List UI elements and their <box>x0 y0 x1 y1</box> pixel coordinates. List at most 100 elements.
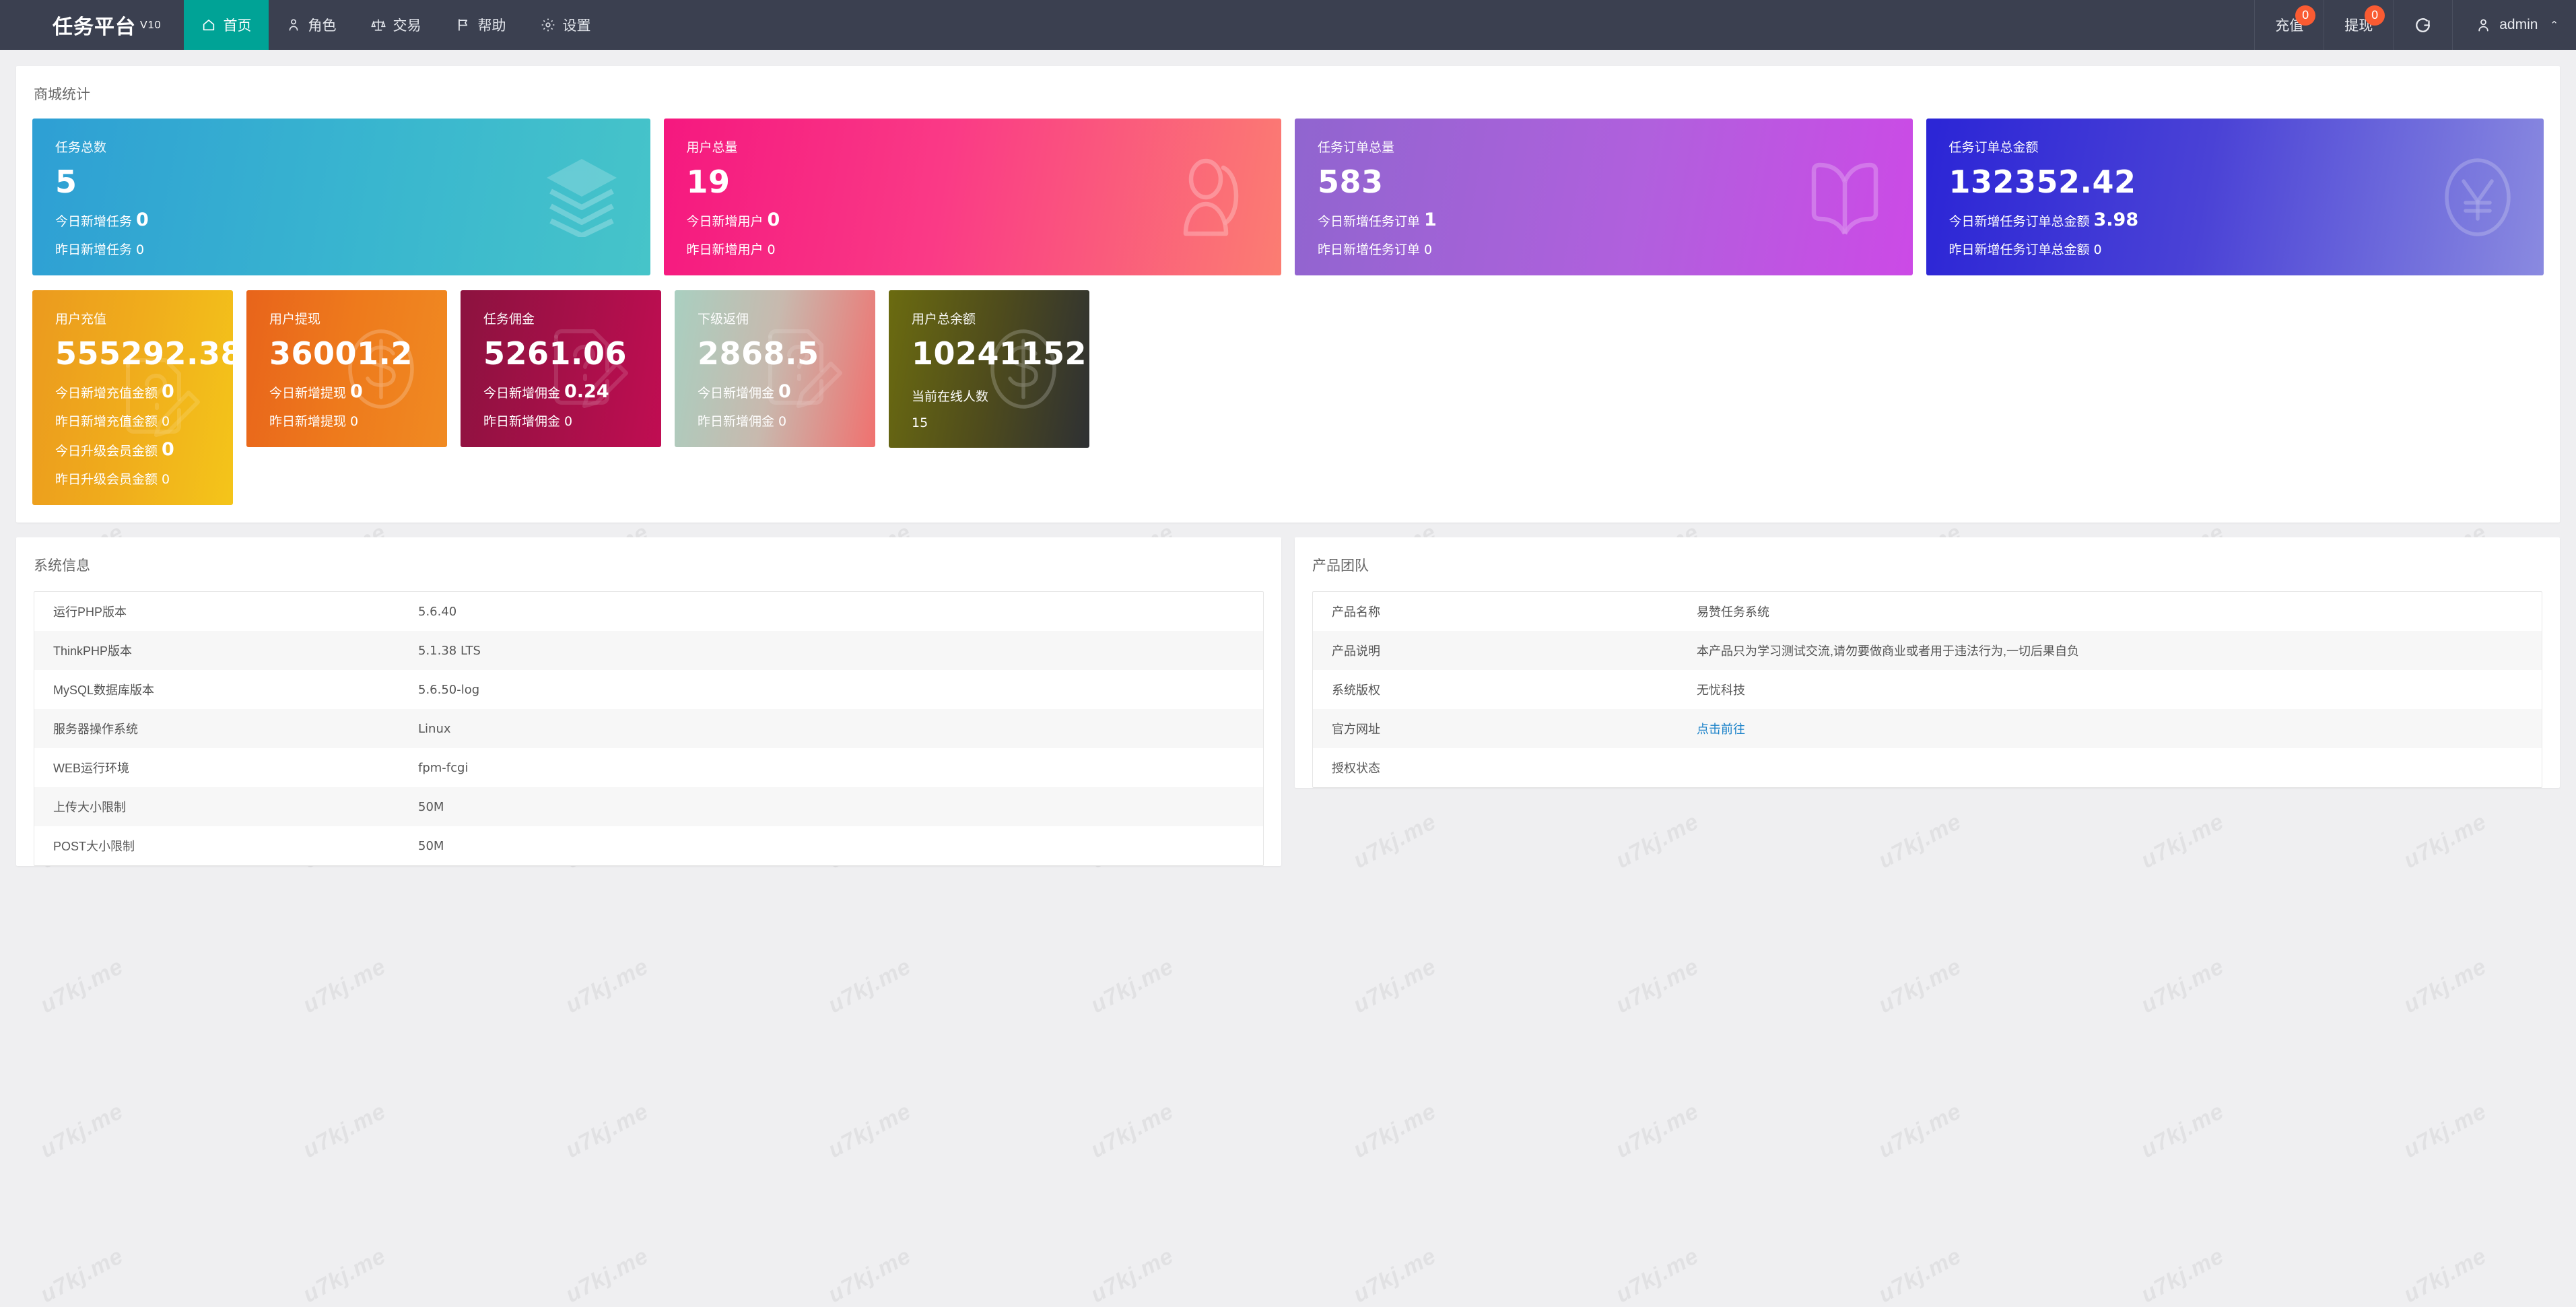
table-cell-value: 5.1.38 LTS <box>418 643 481 658</box>
person-icon <box>1176 158 1250 236</box>
stat-sub-value: 1 <box>1424 209 1437 230</box>
stat-card-sub: 今日新增佣金 0.24 <box>483 381 638 402</box>
withdraw-button[interactable]: 提现 0 <box>2324 0 2393 50</box>
table-row: 官方网址 点击前往 <box>1313 709 2542 748</box>
stat-card-sub: 昨日新增用户 0 <box>687 240 1259 258</box>
stat-card-下级返佣[interactable]: 下级返佣 2868.5 今日新增佣金 0 昨日新增佣金 0 <box>675 290 875 447</box>
product-team-table: 产品名称 易赞任务系统 产品说明 本产品只为学习测试交流,请勿要做商业或者用于违法行为… <box>1312 591 2542 788</box>
stat-card-sub: 今日升级会员金额 0 <box>55 439 210 460</box>
table-row: 系统版权 无忧科技 <box>1313 670 2542 709</box>
watermark-text: u7kj.me <box>561 1098 653 1164</box>
stat-card-用户总量[interactable]: 用户总量 19 今日新增用户 0 昨日新增用户 0 <box>663 119 1281 275</box>
watermark-text: u7kj.me <box>1874 953 1966 1019</box>
stat-sub-label: 今日新增充值金额 <box>55 387 158 401</box>
product-team-column: 产品团队 产品名称 易赞任务系统 产品说明 本产品只为学习测试交流,请勿要做商业或者用… <box>1295 537 2560 805</box>
stat-sub-label: 今日新增任务 <box>55 215 133 229</box>
watermark-text: u7kj.me <box>36 1242 128 1307</box>
system-info-table: 运行PHP版本 5.6.40 ThinkPHP版本 5.1.38 LTS MySQL数据… <box>34 591 1264 866</box>
nav-item-首页[interactable]: 首页 <box>184 0 269 50</box>
watermark-text: u7kj.me <box>1086 953 1178 1019</box>
stat-card-title: 任务总数 <box>55 141 107 155</box>
stat-card-value: 5261.06 <box>483 335 628 372</box>
stat-sub-value: 3.98 <box>2093 209 2139 230</box>
stat-sub-value: 0 <box>136 209 149 230</box>
table-row: 上传大小限制 50M <box>34 787 1263 826</box>
watermark-text: u7kj.me <box>2136 1098 2229 1164</box>
gear-icon <box>541 18 555 32</box>
nav-item-帮助[interactable]: 帮助 <box>438 0 523 50</box>
nav-item-交易[interactable]: 交易 <box>353 0 438 50</box>
stat-sub-label: 今日新增佣金 <box>483 387 561 401</box>
stat-card-sub: 今日新增佣金 0 <box>698 381 852 402</box>
recharge-badge: 0 <box>2295 5 2316 26</box>
watermark-text: u7kj.me <box>1611 1242 1703 1307</box>
stat-card-title: 任务订单总量 <box>1318 141 1395 155</box>
table-cell-value[interactable]: 点击前往 <box>1697 723 1745 736</box>
watermark-text: u7kj.me <box>1349 1242 1441 1307</box>
stat-card-任务总数[interactable]: 任务总数 5 今日新增任务 0 昨日新增任务 0 <box>32 119 650 275</box>
stat-card-任务订单总量[interactable]: 任务订单总量 583 今日新增任务订单 1 昨日新增任务订单 0 <box>1295 119 1913 275</box>
user-menu-button[interactable]: admin ⌃ <box>2452 0 2576 50</box>
stat-card-任务订单总金额[interactable]: 任务订单总金额 132352.42 今日新增任务订单总金额 3.98 昨日新增任务订单总… <box>1926 119 2544 275</box>
table-row: WEB运行环境 fpm-fcgi <box>34 748 1263 787</box>
stat-sub-label: 昨日新增提现 <box>269 415 347 429</box>
table-cell-key: 服务器操作系统 <box>53 723 138 736</box>
flag-icon <box>456 18 471 32</box>
watermark-text: u7kj.me <box>36 953 128 1019</box>
book-icon <box>1808 159 1882 236</box>
note-pencil-icon <box>120 356 202 440</box>
stat-sub-value: 0 <box>1424 242 1433 257</box>
stat-sub-value: 0.24 <box>564 381 609 402</box>
stat-sub-label: 昨日新增任务订单 <box>1318 243 1421 257</box>
recharge-label: 充值 <box>2275 18 2304 34</box>
watermark-text: u7kj.me <box>1611 953 1703 1019</box>
stat-card-用户充值[interactable]: 用户充值 555292.38 今日新增充值金额 0 昨日新增充值金额 0 今日升级会员金额 0… <box>32 290 233 505</box>
stat-card-用户总余额[interactable]: 用户总余额 10241152.3(26592.2) 当前在线人数 15 <box>889 290 1089 448</box>
product-team-panel: 产品团队 产品名称 易赞任务系统 产品说明 本产品只为学习测试交流,请勿要做商业或者用… <box>1295 537 2560 788</box>
table-cell-key: 运行PHP版本 <box>53 605 127 619</box>
page-content: 商城统计 任务总数 5 今日新增任务 0 昨日新增任务 0 用户总量 19 今日新增用户 0 昨日新… <box>0 50 2576 900</box>
watermark-text: u7kj.me <box>298 1242 391 1307</box>
system-info-title: 系统信息 <box>34 558 90 574</box>
table-cell-value: Linux <box>418 721 451 736</box>
stat-sub-value: 0 <box>778 414 787 429</box>
stat-card-任务佣金[interactable]: 任务佣金 5261.06 今日新增佣金 0.24 昨日新增佣金 0 <box>461 290 661 447</box>
yuan-icon <box>2443 157 2513 238</box>
watermark-text: u7kj.me <box>2399 953 2491 1019</box>
table-cell-value: 无忧科技 <box>1697 683 1745 697</box>
stat-card-title: 下级返佣 <box>698 312 749 327</box>
brand-version: V10 <box>140 20 162 31</box>
nav-item-设置[interactable]: 设置 <box>523 0 608 50</box>
table-row: ThinkPHP版本 5.1.38 LTS <box>34 631 1263 670</box>
stat-card-sub: 昨日新增充值金额 0 <box>55 411 210 430</box>
stat-card-sub: 今日新增任务订单 1 <box>1318 209 1890 230</box>
withdraw-badge: 0 <box>2365 5 2385 26</box>
stat-card-row-2: 用户充值 555292.38 今日新增充值金额 0 昨日新增充值金额 0 今日升级会员金额 0… <box>16 290 2560 505</box>
table-row: POST大小限制 50M <box>34 826 1263 865</box>
refresh-icon <box>2414 16 2432 34</box>
stat-sub-label: 昨日新增用户 <box>686 243 764 257</box>
watermark-text: u7kj.me <box>1086 1098 1178 1164</box>
watermark-text: u7kj.me <box>1349 1098 1441 1164</box>
table-cell-value: 5.6.40 <box>418 604 457 619</box>
table-cell-key: 系统版权 <box>1332 683 1380 697</box>
table-cell-key: 产品说明 <box>1332 644 1380 658</box>
stat-sub-label: 今日新增任务订单总金额 <box>1948 215 2090 229</box>
stat-card-sub: 今日新增充值金额 0 <box>55 381 210 402</box>
stat-sub-value: 0 <box>2093 242 2102 257</box>
stat-sub-label: 昨日新增任务 <box>55 243 133 257</box>
nav-item-角色[interactable]: 角色 <box>269 0 353 50</box>
recharge-button[interactable]: 充值 0 <box>2254 0 2324 50</box>
stat-sub-value: 0 <box>136 242 145 257</box>
nav-item-label: 角色 <box>308 18 337 34</box>
stat-card-title: 用户提现 <box>269 312 321 327</box>
brand-logo[interactable]: 任务平台 V10 <box>0 10 184 40</box>
watermark-text: u7kj.me <box>298 953 391 1019</box>
nav-item-label: 交易 <box>393 18 421 34</box>
refresh-button[interactable] <box>2393 0 2452 50</box>
stat-card-value: 583 <box>1318 164 1384 200</box>
watermark-text: u7kj.me <box>36 1098 128 1164</box>
stat-card-title: 用户总余额 <box>912 312 976 327</box>
stat-card-用户提现[interactable]: 用户提现 36001.2 今日新增提现 0 昨日新增提现 0 <box>246 290 447 447</box>
stat-card-value: 19 <box>686 164 731 200</box>
